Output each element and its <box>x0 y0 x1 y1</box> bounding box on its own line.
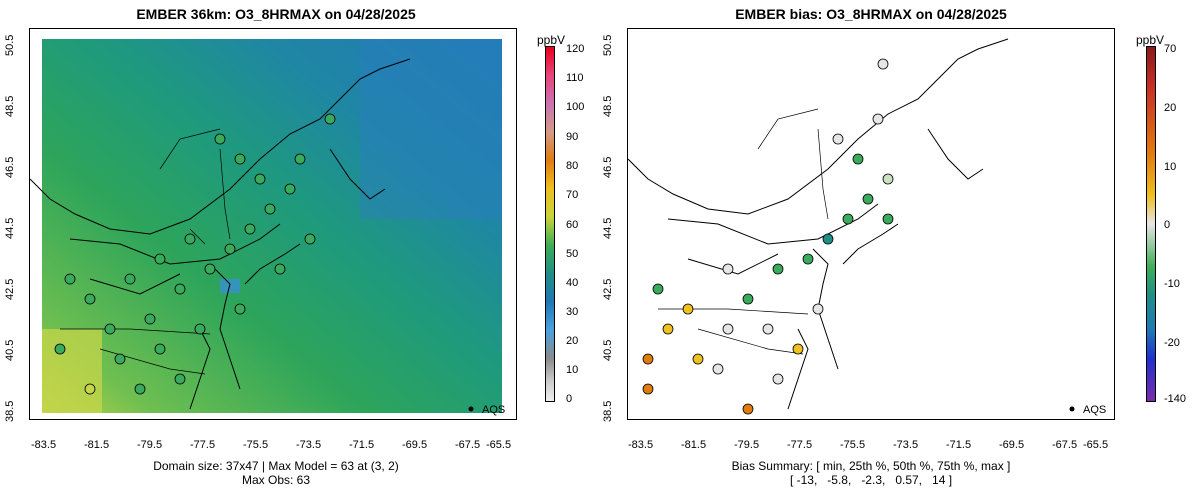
y-tick: 46.5 <box>602 156 614 178</box>
y-tick: 44.5 <box>4 217 16 239</box>
y-tick: 38.5 <box>4 400 16 422</box>
x-tick: -79.5 <box>734 439 760 451</box>
colorbar-label: 10 <box>1164 161 1177 173</box>
x-tick: -65.5 <box>1083 439 1109 451</box>
x-tick: -83.5 <box>628 439 654 451</box>
y-tick: 42.5 <box>602 278 614 300</box>
x-tick: -77.5 <box>787 439 813 451</box>
colorbar-label: 100 <box>566 101 585 113</box>
colorbar-label: 0 <box>1164 219 1171 231</box>
y-tick: 50.5 <box>602 34 614 56</box>
colorbar-label: -10 <box>1164 278 1180 290</box>
x-tick: -75.5 <box>243 439 269 451</box>
x-tick: -81.5 <box>681 439 707 451</box>
colorbar-label: 70 <box>566 189 579 201</box>
left-colorbar-bar <box>545 46 555 402</box>
x-tick: -69.5 <box>999 439 1025 451</box>
x-tick: -67.5 <box>1052 439 1078 451</box>
y-tick: 40.5 <box>602 339 614 361</box>
aqs-legend-label: AQS <box>1083 404 1106 416</box>
right-colorbar-unit: ppbV <box>1136 33 1165 47</box>
coastline <box>628 38 1009 410</box>
y-tick: 42.5 <box>4 278 16 300</box>
colorbar-label: -20 <box>1164 337 1180 349</box>
y-tick: 40.5 <box>4 339 16 361</box>
colorbar-label: 80 <box>566 160 579 172</box>
aqs-sites <box>642 58 894 415</box>
x-tick: -79.5 <box>137 439 163 451</box>
left-footer: Domain size: 37x47 | Max Model = 63 at (… <box>40 459 512 487</box>
x-tick: -71.5 <box>946 439 972 451</box>
colorbar-label: 20 <box>1164 102 1177 114</box>
colorbar-label: 40 <box>566 277 579 289</box>
x-tick: -69.5 <box>402 439 428 451</box>
colorbar-label: 120 <box>566 43 585 55</box>
x-tick: -73.5 <box>296 439 322 451</box>
colorbar-label: 20 <box>566 335 579 347</box>
x-tick: -65.5 <box>486 439 512 451</box>
x-tick: -83.5 <box>31 439 57 451</box>
model-patch <box>360 39 502 219</box>
aqs-sites <box>54 113 336 395</box>
y-tick: 44.5 <box>602 217 614 239</box>
x-tick: -81.5 <box>84 439 110 451</box>
aqs-legend-marker <box>1069 406 1075 412</box>
colorbar-label: 60 <box>566 219 579 231</box>
state-borders <box>60 128 231 375</box>
y-tick: 48.5 <box>4 95 16 117</box>
x-tick: -73.5 <box>893 439 919 451</box>
left-map-frame[interactable]: AQS <box>29 28 517 420</box>
aqs-legend-label: AQS <box>482 404 505 416</box>
y-tick: 38.5 <box>602 400 614 422</box>
colorbar-label: 50 <box>566 248 579 260</box>
left-map-svg: AQS <box>30 39 505 416</box>
colorbar-label: 70 <box>1164 43 1177 55</box>
colorbar-label: 0 <box>566 393 573 405</box>
left-map-title: EMBER 36km: O3_8HRMAX on 04/28/2025 <box>136 6 416 22</box>
state-borders <box>658 108 829 355</box>
x-tick: -67.5 <box>455 439 481 451</box>
left-footer-line1: Domain size: 37x47 | Max Model = 63 at (… <box>153 459 399 473</box>
left-footer-line2: Max Obs: 63 <box>241 473 311 487</box>
colorbar-label: 110 <box>566 72 584 84</box>
x-tick: -75.5 <box>840 439 866 451</box>
y-tick: 46.5 <box>4 156 16 178</box>
right-footer: Bias Summary: [ min, 25th %, 50th %, 75t… <box>630 459 1112 487</box>
right-map-title: EMBER bias: O3_8HRMAX on 04/28/2025 <box>735 6 1007 22</box>
aqs-legend-marker <box>468 406 474 412</box>
right-colorbar-bar <box>1146 46 1156 402</box>
right-footer-line1: Bias Summary: [ min, 25th %, 50th %, 75t… <box>731 459 1011 473</box>
colorbar-label: 90 <box>566 131 579 143</box>
coastline <box>30 58 411 410</box>
colorbar-label: 10 <box>566 364 579 376</box>
right-map-svg: AQS <box>628 38 1106 416</box>
x-tick: -71.5 <box>349 439 375 451</box>
colorbar-label: 30 <box>566 306 579 318</box>
y-tick: 50.5 <box>4 34 16 56</box>
x-tick: -77.5 <box>190 439 216 451</box>
right-map-frame[interactable]: AQS <box>627 28 1115 420</box>
left-colorbar-unit: ppbV <box>537 33 566 47</box>
y-tick: 48.5 <box>602 95 614 117</box>
model-field <box>42 39 502 413</box>
right-footer-line2: [ -13, -5.8, -2.3, 0.57, 14 ] <box>789 473 953 487</box>
colorbar-label: -140 <box>1164 393 1187 405</box>
model-patch <box>42 329 102 413</box>
